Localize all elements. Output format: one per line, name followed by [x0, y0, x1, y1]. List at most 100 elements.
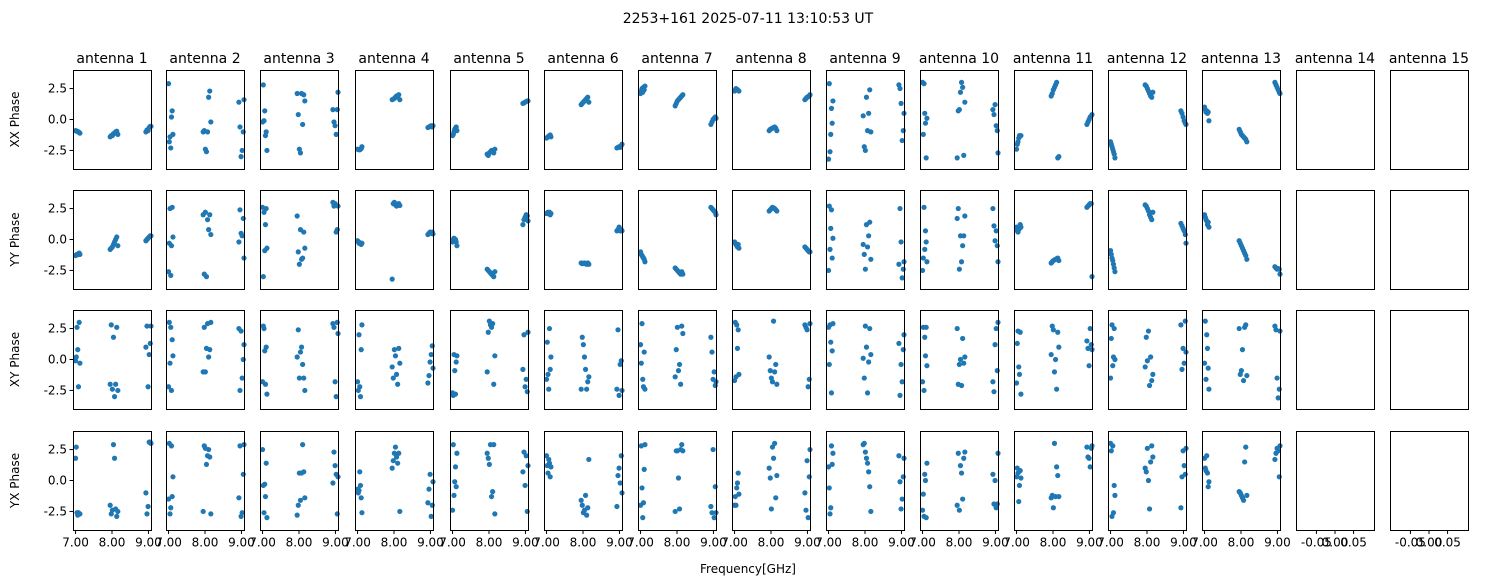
panel-frame: [544, 310, 623, 410]
panel-frame: [920, 431, 999, 531]
data-point: [766, 465, 772, 471]
data-point: [922, 477, 929, 484]
data-point: [1018, 391, 1024, 397]
data-point: [239, 233, 245, 239]
panel-frame: [1296, 310, 1375, 410]
data-point: [1108, 448, 1114, 454]
data-point: [578, 386, 584, 392]
data-point: [900, 474, 906, 480]
data-point: [1239, 347, 1246, 353]
data-point: [427, 471, 433, 477]
panel-frame: [1014, 70, 1093, 170]
data-point: [145, 384, 151, 390]
data-point: [767, 475, 773, 481]
data-point: [334, 107, 340, 113]
data-point: [828, 390, 835, 396]
data-point: [768, 506, 774, 512]
data-point: [1182, 471, 1188, 477]
data-point: [169, 493, 175, 500]
data-point: [261, 510, 267, 516]
panel-frame: [1202, 310, 1281, 410]
data-point: [167, 511, 173, 517]
data-point: [263, 205, 269, 212]
data-point: [301, 92, 307, 98]
data-point: [922, 334, 928, 340]
data-point: [1086, 363, 1092, 369]
data-point: [114, 513, 120, 519]
data-point: [1236, 325, 1242, 332]
data-point: [921, 387, 927, 394]
data-point: [579, 334, 585, 340]
data-point: [899, 137, 905, 144]
data-point: [1016, 498, 1022, 505]
data-point: [115, 508, 121, 515]
data-point: [1206, 224, 1212, 230]
panel-frame: [73, 70, 152, 170]
panel-title: antenna 11: [1013, 51, 1093, 67]
data-point: [770, 455, 777, 461]
data-point: [168, 324, 174, 330]
panel-r4-ant15: -0.050.000.05: [1390, 431, 1469, 550]
data-point: [1243, 444, 1249, 450]
data-point: [263, 344, 269, 350]
data-point: [1054, 79, 1060, 85]
data-point: [109, 386, 115, 392]
data-point: [392, 444, 399, 450]
data-point: [73, 444, 79, 450]
data-point: [641, 466, 647, 472]
data-point: [736, 371, 742, 377]
panel-r4-ant8: 7.00 8.00 9.00: [721, 431, 821, 550]
data-point: [994, 501, 1000, 507]
data-point: [237, 124, 243, 130]
data-point: [1050, 505, 1056, 511]
data-point: [919, 379, 926, 385]
data-point: [295, 502, 301, 508]
data-point: [734, 345, 741, 351]
data-point: [618, 453, 624, 459]
data-point: [1201, 360, 1208, 366]
data-point: [863, 94, 870, 100]
data-point: [168, 443, 175, 449]
data-point: [546, 325, 553, 332]
data-point: [168, 114, 175, 120]
data-point: [359, 322, 365, 328]
data-point: [584, 512, 590, 518]
panel-r1-ant10: antenna 10: [919, 51, 1001, 170]
data-point: [774, 472, 780, 479]
data-point: [710, 446, 716, 453]
panel-r2-ant6: [543, 190, 625, 290]
data-point: [1178, 505, 1184, 511]
panel-frame: [544, 431, 623, 531]
data-point: [239, 375, 245, 381]
panel-title: antenna 15: [1389, 51, 1469, 67]
data-point: [1112, 155, 1118, 161]
panel-r4-ant4: 7.00 8.00 9.00: [344, 431, 444, 550]
data-point: [1275, 395, 1281, 401]
data-point: [828, 225, 834, 231]
data-point: [114, 324, 120, 330]
data-point: [672, 374, 678, 380]
data-point: [334, 227, 340, 233]
data-point: [261, 118, 267, 124]
data-point: [426, 372, 432, 379]
data-point: [955, 450, 961, 456]
data-point: [358, 495, 364, 501]
data-point: [1017, 329, 1023, 335]
panel-frame: [450, 310, 529, 410]
panel-frame: [732, 310, 811, 410]
data-point: [960, 243, 966, 249]
y-tick-label: 0.0: [48, 113, 67, 127]
data-point: [167, 360, 173, 366]
data-point: [586, 374, 592, 380]
data-point: [454, 243, 460, 249]
panel-r1-ant2: antenna 2: [165, 51, 247, 170]
panel-r4-ant6: 7.00 8.00 9.00: [533, 431, 633, 550]
data-point: [1056, 154, 1062, 160]
data-point: [144, 323, 150, 329]
panel-r3-ant10: [919, 310, 1001, 410]
data-point: [1181, 463, 1187, 469]
data-point: [1240, 377, 1247, 384]
data-point: [924, 460, 930, 466]
data-point: [237, 443, 243, 449]
panel-r4-ant10: 7.00 8.00 9.00: [909, 431, 1009, 550]
